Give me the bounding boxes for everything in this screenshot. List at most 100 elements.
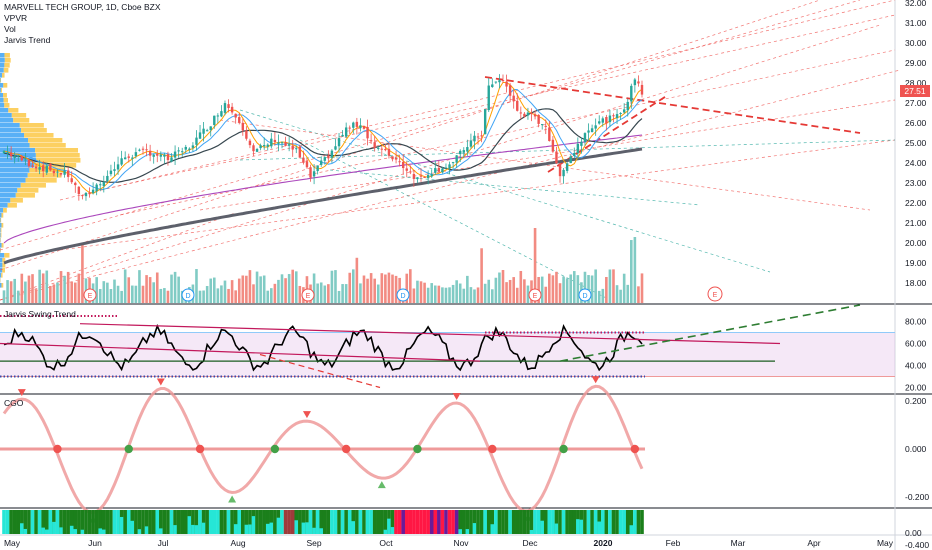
candle-body [116,164,120,170]
candle-body [134,152,138,157]
vpvr-bar-sell [36,158,81,163]
color-bar-overlay [73,529,78,534]
vpvr-bar-sell [3,208,7,213]
candle-body [327,155,330,159]
volume-bar [615,285,619,303]
candle-body [377,147,380,149]
color-bar [519,510,523,534]
candle-body [127,156,130,158]
color-bar [593,510,598,534]
color-bar [333,510,338,534]
indicator-jarvis-trend[interactable]: Jarvis Trend [4,35,51,45]
vpvr-bar-sell [29,143,66,148]
color-bar [397,510,402,534]
cgo-pane-title[interactable]: CGO [4,398,24,408]
volume-bar [27,275,31,303]
vpvr-bar-buy [0,273,2,278]
cgo-cross-dot [341,444,351,454]
volume-bar [412,288,416,303]
color-bar [308,510,313,534]
time-axis-label: Oct [379,538,393,548]
color-bar [568,510,573,534]
color-bar [625,510,630,534]
swing-pane-title[interactable]: Jarvis Swing Trend [4,309,76,319]
vpvr-bar-sell [8,108,19,113]
candle-body [455,155,458,163]
color-bar [404,510,409,534]
color-bar [273,510,277,534]
volume-bar [416,280,419,303]
candle-body [583,133,587,143]
color-bar [216,510,220,534]
color-bar [134,510,138,534]
candle-body [337,138,341,147]
color-bar [183,510,188,534]
swing-line [3,323,643,372]
vpvr-bar-sell [1,283,4,288]
volume-bar [551,275,555,303]
candle-body [166,154,170,160]
indicator-vol[interactable]: Vol [4,24,16,34]
vpvr-bar-sell [35,148,79,153]
candle-body [323,157,326,161]
candle-body [84,192,88,197]
volume-bar [458,283,462,303]
candle-body [291,145,294,150]
volume-bar [337,290,341,303]
candle-body [238,117,241,123]
vpvr-bar-sell [27,173,62,178]
volume-bar [291,269,295,303]
cgo-line [2,384,644,515]
volume-bar [508,279,512,303]
volume-bar [348,272,352,303]
color-bar [305,510,309,534]
color-bar-overlay [276,517,281,534]
candle-body [394,157,398,160]
candle-body [366,126,369,139]
color-bar [640,510,644,534]
candle-body [469,140,473,147]
color-bar [483,510,487,534]
price-axis-label: 21.00 [905,218,927,228]
volume-bar [270,288,273,303]
color-bar [383,510,388,534]
color-bar [212,510,217,534]
candle-body [637,81,640,84]
vpvr-bar-sell [4,63,10,68]
color-bar [258,510,263,534]
volume-bar [476,287,480,303]
candle-body [508,85,512,96]
volume-bar [216,288,220,303]
candle-body [177,150,180,152]
indicator-vpvr[interactable]: VPVR [4,13,28,23]
candle-body [444,167,448,169]
color-bar [315,510,320,534]
candle-body [601,118,604,123]
volume-bar [56,282,59,303]
fan-line [59,0,896,201]
volume-bar [155,272,159,303]
color-bar-overlay [244,524,249,534]
volume-bar [102,281,106,303]
swing-axis-label: 40.00 [905,361,927,371]
candle-body [273,139,277,143]
color-bar [16,510,21,534]
volume-bar [237,278,241,303]
volume-bar [366,278,369,303]
candle-body [512,95,515,102]
color-bar [504,510,509,534]
color-bar [41,510,46,534]
candle-body [355,121,359,127]
candle-body [480,135,483,137]
volume-bar [391,274,394,303]
volume-bar [369,273,373,303]
vpvr-bar-buy [0,103,5,108]
color-bar [101,510,106,534]
color-bar [112,510,117,534]
volume-bar [166,290,170,303]
vpvr-bar-sell [10,198,23,203]
candle-body [384,148,387,151]
color-axis-label: 0.00 [905,528,922,538]
color-bar-overlay [301,522,306,534]
